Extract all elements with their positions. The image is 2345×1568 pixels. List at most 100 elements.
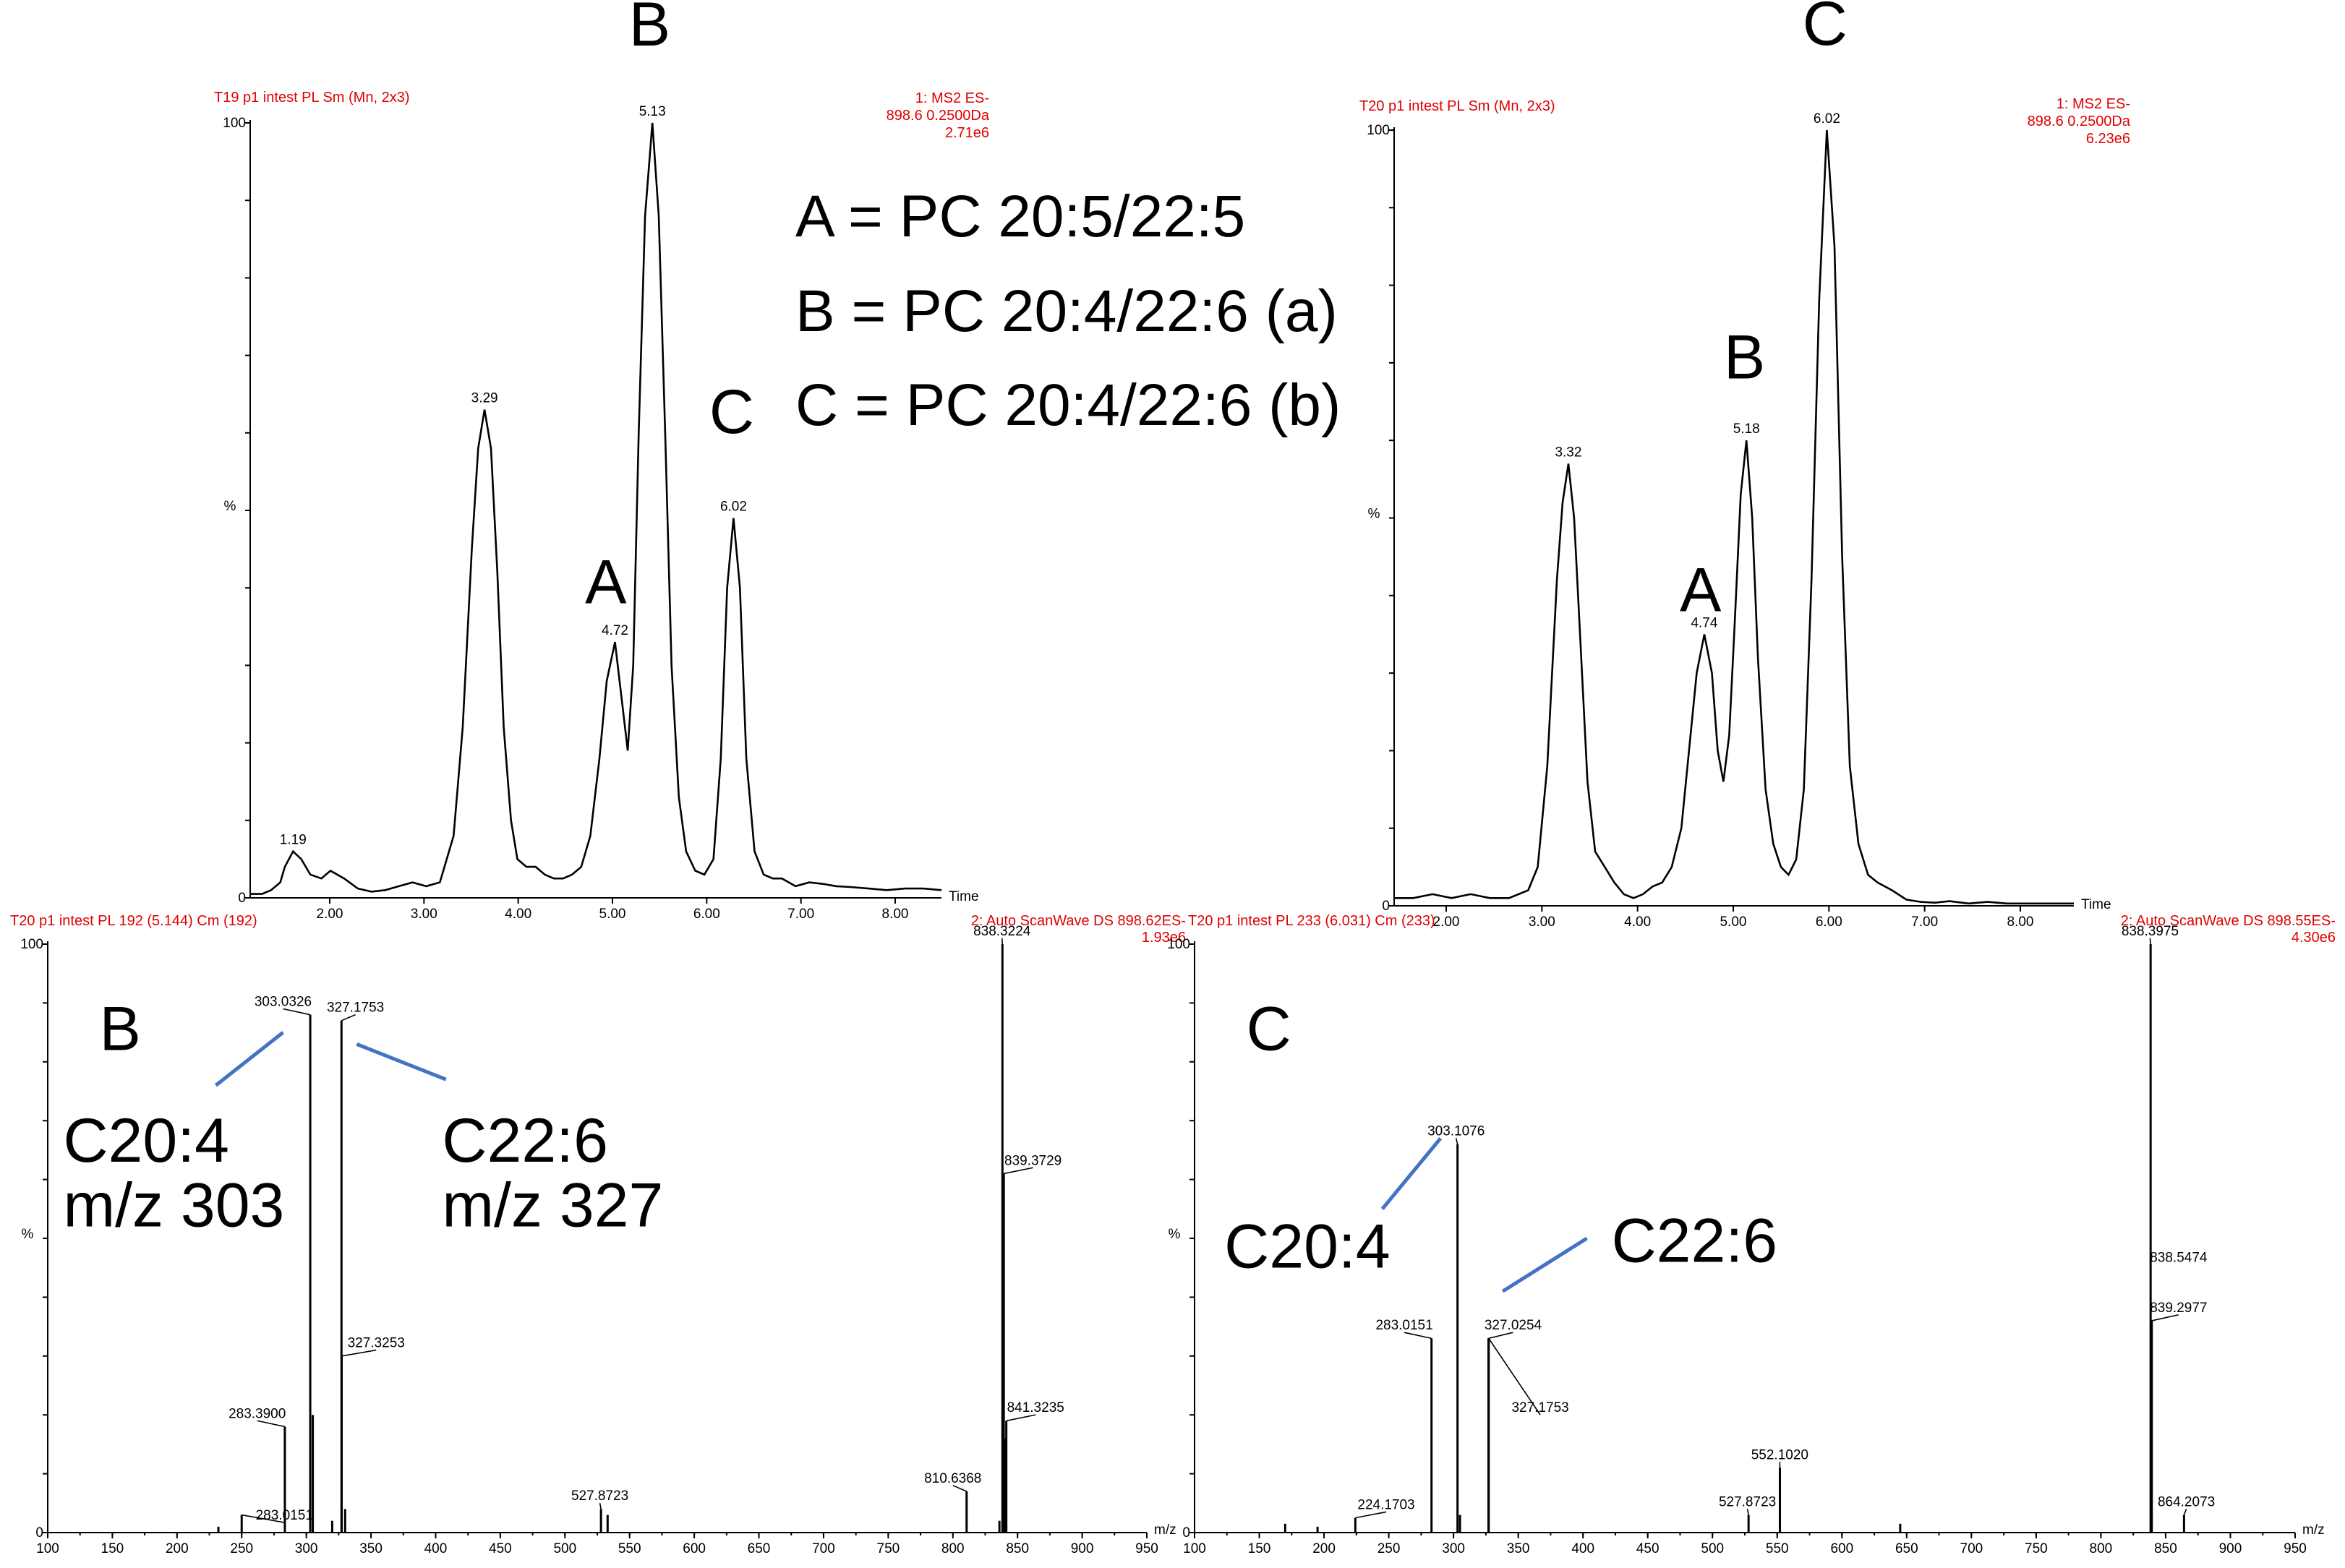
chart-info-line-2: 898.6 0.2500Da xyxy=(887,108,990,124)
peak-legend: A = PC 20:5/22:5 B = PC 20:4/22:6 (a) C … xyxy=(795,184,1341,438)
peak-label-leader xyxy=(1001,938,1004,945)
peak-label-leader xyxy=(599,1503,602,1509)
peak-label: 4.72 xyxy=(602,623,628,638)
peak-label-leader xyxy=(283,1008,311,1016)
peak-label-leader xyxy=(2183,1509,2187,1515)
peak-letter: C xyxy=(1803,0,1848,59)
peak-label: 838.3224 xyxy=(973,924,1031,939)
mass-spectrum-c: T20 p1 intest PL 233 (6.031) Cm (233) 2:… xyxy=(1167,913,2336,1556)
peak-label-leader xyxy=(1488,1337,1541,1415)
annotation-connector xyxy=(214,1031,285,1087)
x-axis-label: Time xyxy=(2081,897,2111,912)
legend-line-a: A = PC 20:5/22:5 xyxy=(795,184,1245,249)
peak-letter: B xyxy=(629,0,670,59)
annotation-connector xyxy=(1501,1236,1588,1293)
annotation-text: C xyxy=(1247,995,1291,1064)
x-tick-label: 4.00 xyxy=(1624,914,1651,930)
peak-label-leader xyxy=(341,1014,356,1021)
x-tick-label: 6.00 xyxy=(1816,914,1842,930)
peak-letter: C xyxy=(709,377,754,447)
y-axis-label: % xyxy=(224,499,236,514)
x-tick-label: 4.00 xyxy=(505,907,531,922)
peak-label-leader xyxy=(341,1349,377,1357)
peak-label: 283.3900 xyxy=(228,1406,286,1421)
peak-label-leader xyxy=(1006,1414,1036,1422)
peak-label: 810.6368 xyxy=(924,1471,981,1486)
x-tick-label: 2.00 xyxy=(317,907,343,922)
x-tick-label: 250 xyxy=(1377,1541,1401,1556)
chart-title: T20 p1 intest PL 192 (5.144) Cm (192) xyxy=(10,913,257,929)
x-tick-label: 2.00 xyxy=(1433,914,1460,930)
peak-label-leader xyxy=(1004,1167,1033,1175)
x-tick-label: 150 xyxy=(101,1541,124,1556)
y-tick-label: 0 xyxy=(35,1525,43,1541)
annotation-text: m/z 327 xyxy=(442,1171,663,1241)
x-tick-label: 500 xyxy=(553,1541,576,1556)
x-tick-label: 7.00 xyxy=(1911,914,1938,930)
chart-info-line-3: 2.71e6 xyxy=(945,125,989,141)
x-tick-label: 650 xyxy=(748,1541,771,1556)
peak-label: 327.3253 xyxy=(348,1336,405,1351)
chromatogram-trace xyxy=(250,122,942,895)
x-tick-label: 150 xyxy=(1248,1541,1271,1556)
peak-label: 838.3975 xyxy=(2122,924,2179,939)
x-tick-label: 850 xyxy=(2154,1541,2177,1556)
peak-label: 327.1753 xyxy=(327,1001,384,1016)
x-tick-label: 8.00 xyxy=(2007,914,2034,930)
x-tick-label: 300 xyxy=(1442,1541,1465,1556)
legend-line-c: C = PC 20:4/22:6 (b) xyxy=(795,372,1341,438)
annotation-text: C20:4 xyxy=(63,1106,229,1175)
x-tick-label: 900 xyxy=(2219,1541,2242,1556)
x-tick-label: 350 xyxy=(1507,1541,1530,1556)
chart-info-line-3: 6.23e6 xyxy=(2086,131,2130,147)
annotation-connector xyxy=(1380,1137,1443,1210)
annotation-text: C22:6 xyxy=(1612,1207,1778,1276)
chromatogram-trace xyxy=(1394,129,2074,905)
x-tick-label: 200 xyxy=(166,1541,189,1556)
peak-label: 327.0254 xyxy=(1485,1318,1542,1333)
peak-label: 224.1703 xyxy=(1357,1497,1414,1512)
x-tick-label: 7.00 xyxy=(787,907,814,922)
x-tick-label: 250 xyxy=(230,1541,253,1556)
peak-letter: A xyxy=(585,548,627,617)
peak-label: 283.0151 xyxy=(1375,1318,1432,1333)
y-tick-label: 100 xyxy=(1167,937,1190,952)
x-tick-label: 700 xyxy=(1960,1541,1983,1556)
x-tick-label: 450 xyxy=(1636,1541,1660,1556)
x-axis-label: m/z xyxy=(2302,1522,2325,1538)
mass-spectrum-b: T20 p1 intest PL 192 (5.144) Cm (192) 2:… xyxy=(10,913,1186,1556)
y-tick-label: 100 xyxy=(1367,123,1390,138)
plot-area: 0 100% 2.00 3.00 4.00 5.00 6.00 7.00 8.00 Time 1.1… xyxy=(223,0,978,922)
x-axis-label: m/z xyxy=(1154,1522,1176,1538)
x-tick-label: 3.00 xyxy=(1529,914,1555,930)
peak-label: 839.2977 xyxy=(2150,1301,2207,1316)
x-tick-label: 100 xyxy=(1183,1541,1206,1556)
peak-label: 6.02 xyxy=(1814,111,1840,127)
peak-label-leader xyxy=(1404,1332,1432,1340)
x-tick-label: 350 xyxy=(359,1541,383,1556)
peak-label: 864.2073 xyxy=(2158,1494,2215,1509)
x-tick-label: 5.00 xyxy=(599,907,626,922)
x-tick-label: 3.00 xyxy=(411,907,437,922)
peak-label: 303.0326 xyxy=(255,994,312,1009)
chart-info-line-1: 2: Auto ScanWave DS 898.55ES- xyxy=(2121,913,2336,929)
chart-info-line-2: 1.93e6 xyxy=(1142,930,1186,946)
peak-label: 838.5474 xyxy=(2150,1251,2208,1266)
x-tick-label: 400 xyxy=(1571,1541,1594,1556)
x-tick-label: 850 xyxy=(1006,1541,1029,1556)
x-tick-label: 550 xyxy=(618,1541,641,1556)
legend-line-b: B = PC 20:4/22:6 (a) xyxy=(795,278,1338,344)
x-tick-label: 8.00 xyxy=(882,907,909,922)
annotation-connector xyxy=(356,1042,447,1081)
peak-label: 6.02 xyxy=(720,500,747,515)
x-tick-label: 900 xyxy=(1071,1541,1094,1556)
peak-label-leader xyxy=(952,1485,968,1492)
peak-label: 303.1076 xyxy=(1427,1124,1485,1139)
peak-label-leader xyxy=(1455,1138,1458,1144)
x-tick-label: 950 xyxy=(1135,1541,1158,1556)
x-tick-label: 550 xyxy=(1766,1541,1789,1556)
x-tick-label: 800 xyxy=(2090,1541,2113,1556)
x-axis-label: Time xyxy=(949,889,979,904)
peak-label-leader xyxy=(1746,1509,1749,1515)
